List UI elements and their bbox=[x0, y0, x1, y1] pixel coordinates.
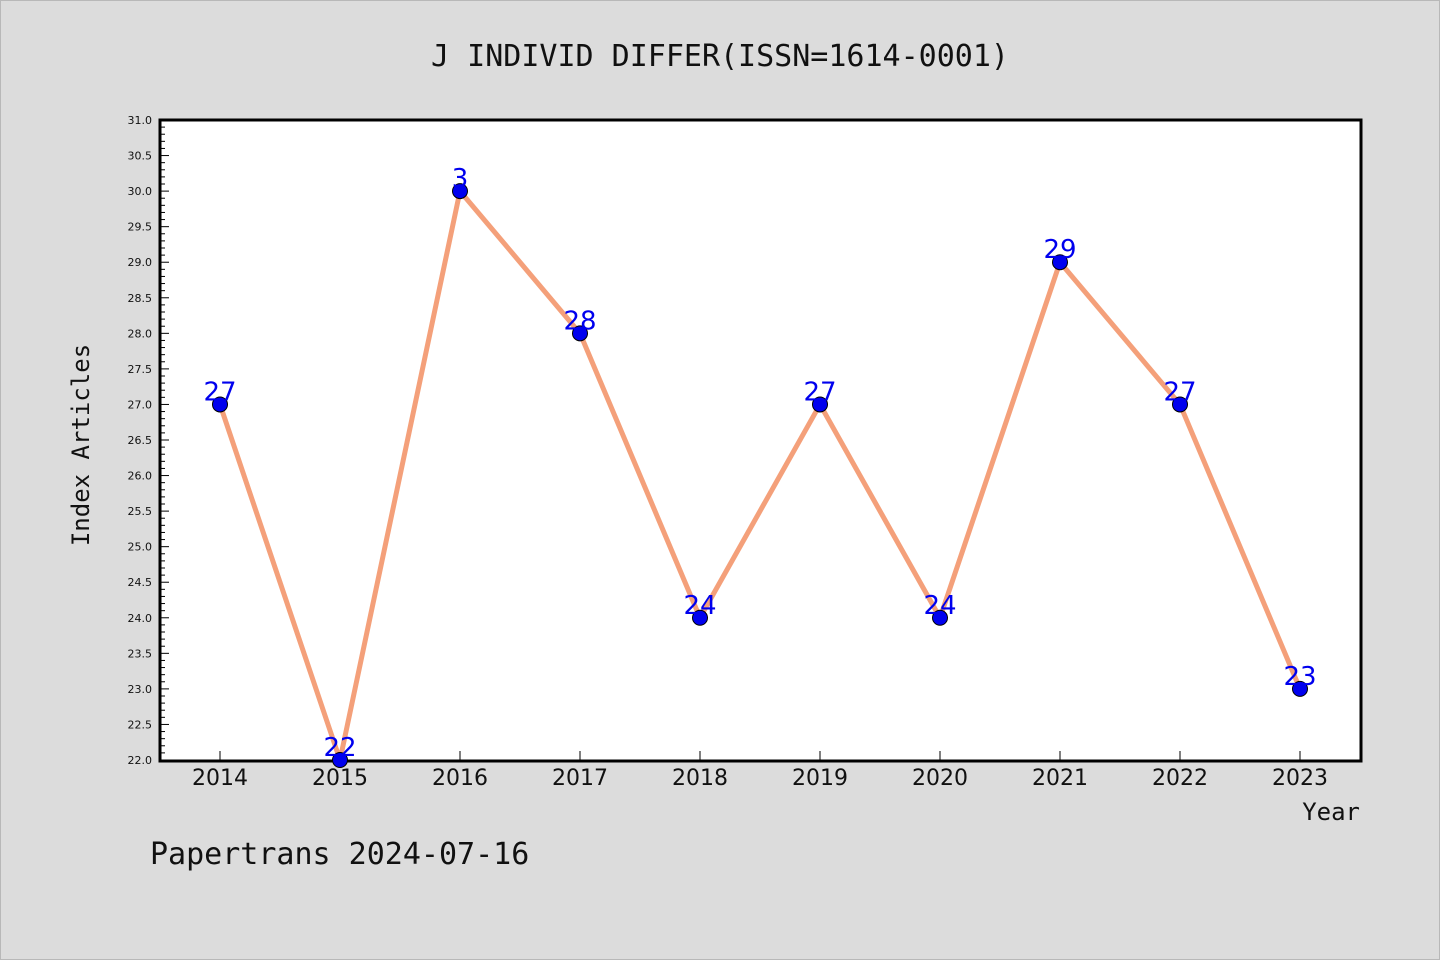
y-tick-label: 25.0 bbox=[128, 541, 153, 554]
x-tick-label: 2018 bbox=[672, 766, 728, 791]
y-tick-label: 27.5 bbox=[128, 363, 153, 376]
data-point bbox=[572, 325, 588, 342]
y-tick-label: 23.0 bbox=[128, 683, 153, 696]
data-point bbox=[1292, 680, 1308, 697]
x-tick-label: 2023 bbox=[1272, 766, 1328, 791]
x-tick-label: 2015 bbox=[312, 766, 368, 791]
y-tick-label: 26.0 bbox=[128, 470, 153, 483]
data-label: 28 bbox=[563, 306, 596, 336]
y-tick-label: 26.5 bbox=[128, 434, 153, 447]
y-tick-label: 28.5 bbox=[128, 292, 153, 305]
data-label: 24 bbox=[923, 591, 956, 621]
y-tick-label: 25.5 bbox=[128, 505, 153, 518]
x-tick-label: 2022 bbox=[1152, 766, 1208, 791]
y-tick-label: 29.0 bbox=[128, 256, 153, 269]
y-tick-label: 24.5 bbox=[128, 576, 153, 589]
y-tick-label: 27.0 bbox=[128, 398, 153, 411]
x-tick-label: 2017 bbox=[552, 766, 608, 791]
data-point bbox=[452, 183, 468, 200]
data-labels: 27 22 3 28 24 27 24 29 27 23 bbox=[203, 164, 1316, 763]
x-axis: 2014 2015 2016 2017 2018 2019 2020 2021 2022 2023 bbox=[192, 751, 1328, 791]
data-label: 3 bbox=[452, 164, 469, 194]
x-tick-label: 2014 bbox=[192, 766, 248, 791]
y-axis-label: Index Articles bbox=[67, 344, 95, 546]
data-point bbox=[1172, 396, 1188, 413]
data-label: 27 bbox=[1163, 377, 1196, 407]
x-axis-label: Year bbox=[1302, 798, 1360, 826]
y-tick-label: 28.0 bbox=[128, 327, 153, 340]
footer-text: Papertrans 2024-07-16 bbox=[150, 837, 529, 872]
x-tick-label: 2021 bbox=[1032, 766, 1088, 791]
data-point bbox=[1052, 254, 1068, 271]
chart-title: J INDIVID DIFFER(ISSN=1614-0001) bbox=[431, 39, 1009, 74]
data-point bbox=[932, 609, 948, 626]
series-line bbox=[212, 183, 1308, 768]
y-tick-label: 23.5 bbox=[128, 647, 153, 660]
y-tick-label: 24.0 bbox=[128, 612, 153, 625]
series-polyline bbox=[217, 188, 1303, 763]
data-point bbox=[332, 752, 348, 768]
y-tick-label: 31.0 bbox=[128, 114, 153, 127]
y-tick-label: 29.5 bbox=[128, 221, 153, 234]
x-tick-label: 2020 bbox=[912, 766, 968, 791]
data-point bbox=[212, 396, 228, 413]
y-tick-label: 30.5 bbox=[128, 150, 153, 163]
data-point bbox=[812, 396, 828, 413]
data-label: 22 bbox=[323, 733, 356, 763]
y-tick-label: 30.0 bbox=[128, 185, 153, 198]
y-tick-label: 22.5 bbox=[128, 718, 153, 731]
plot-area bbox=[158, 118, 1363, 763]
data-point bbox=[692, 609, 708, 626]
data-label: 27 bbox=[803, 377, 836, 407]
data-label: 27 bbox=[203, 377, 236, 407]
x-tick-label: 2019 bbox=[792, 766, 848, 791]
data-label: 24 bbox=[683, 591, 716, 621]
y-tick-label: 22.0 bbox=[128, 754, 153, 767]
data-label: 23 bbox=[1283, 662, 1316, 692]
x-tick-label: 2016 bbox=[432, 766, 488, 791]
y-axis: 22.0 22.5 23.0 23.5 24.0 24.5 25.0 25.5 26.0 26.5… bbox=[128, 114, 169, 767]
data-label: 29 bbox=[1043, 235, 1076, 265]
